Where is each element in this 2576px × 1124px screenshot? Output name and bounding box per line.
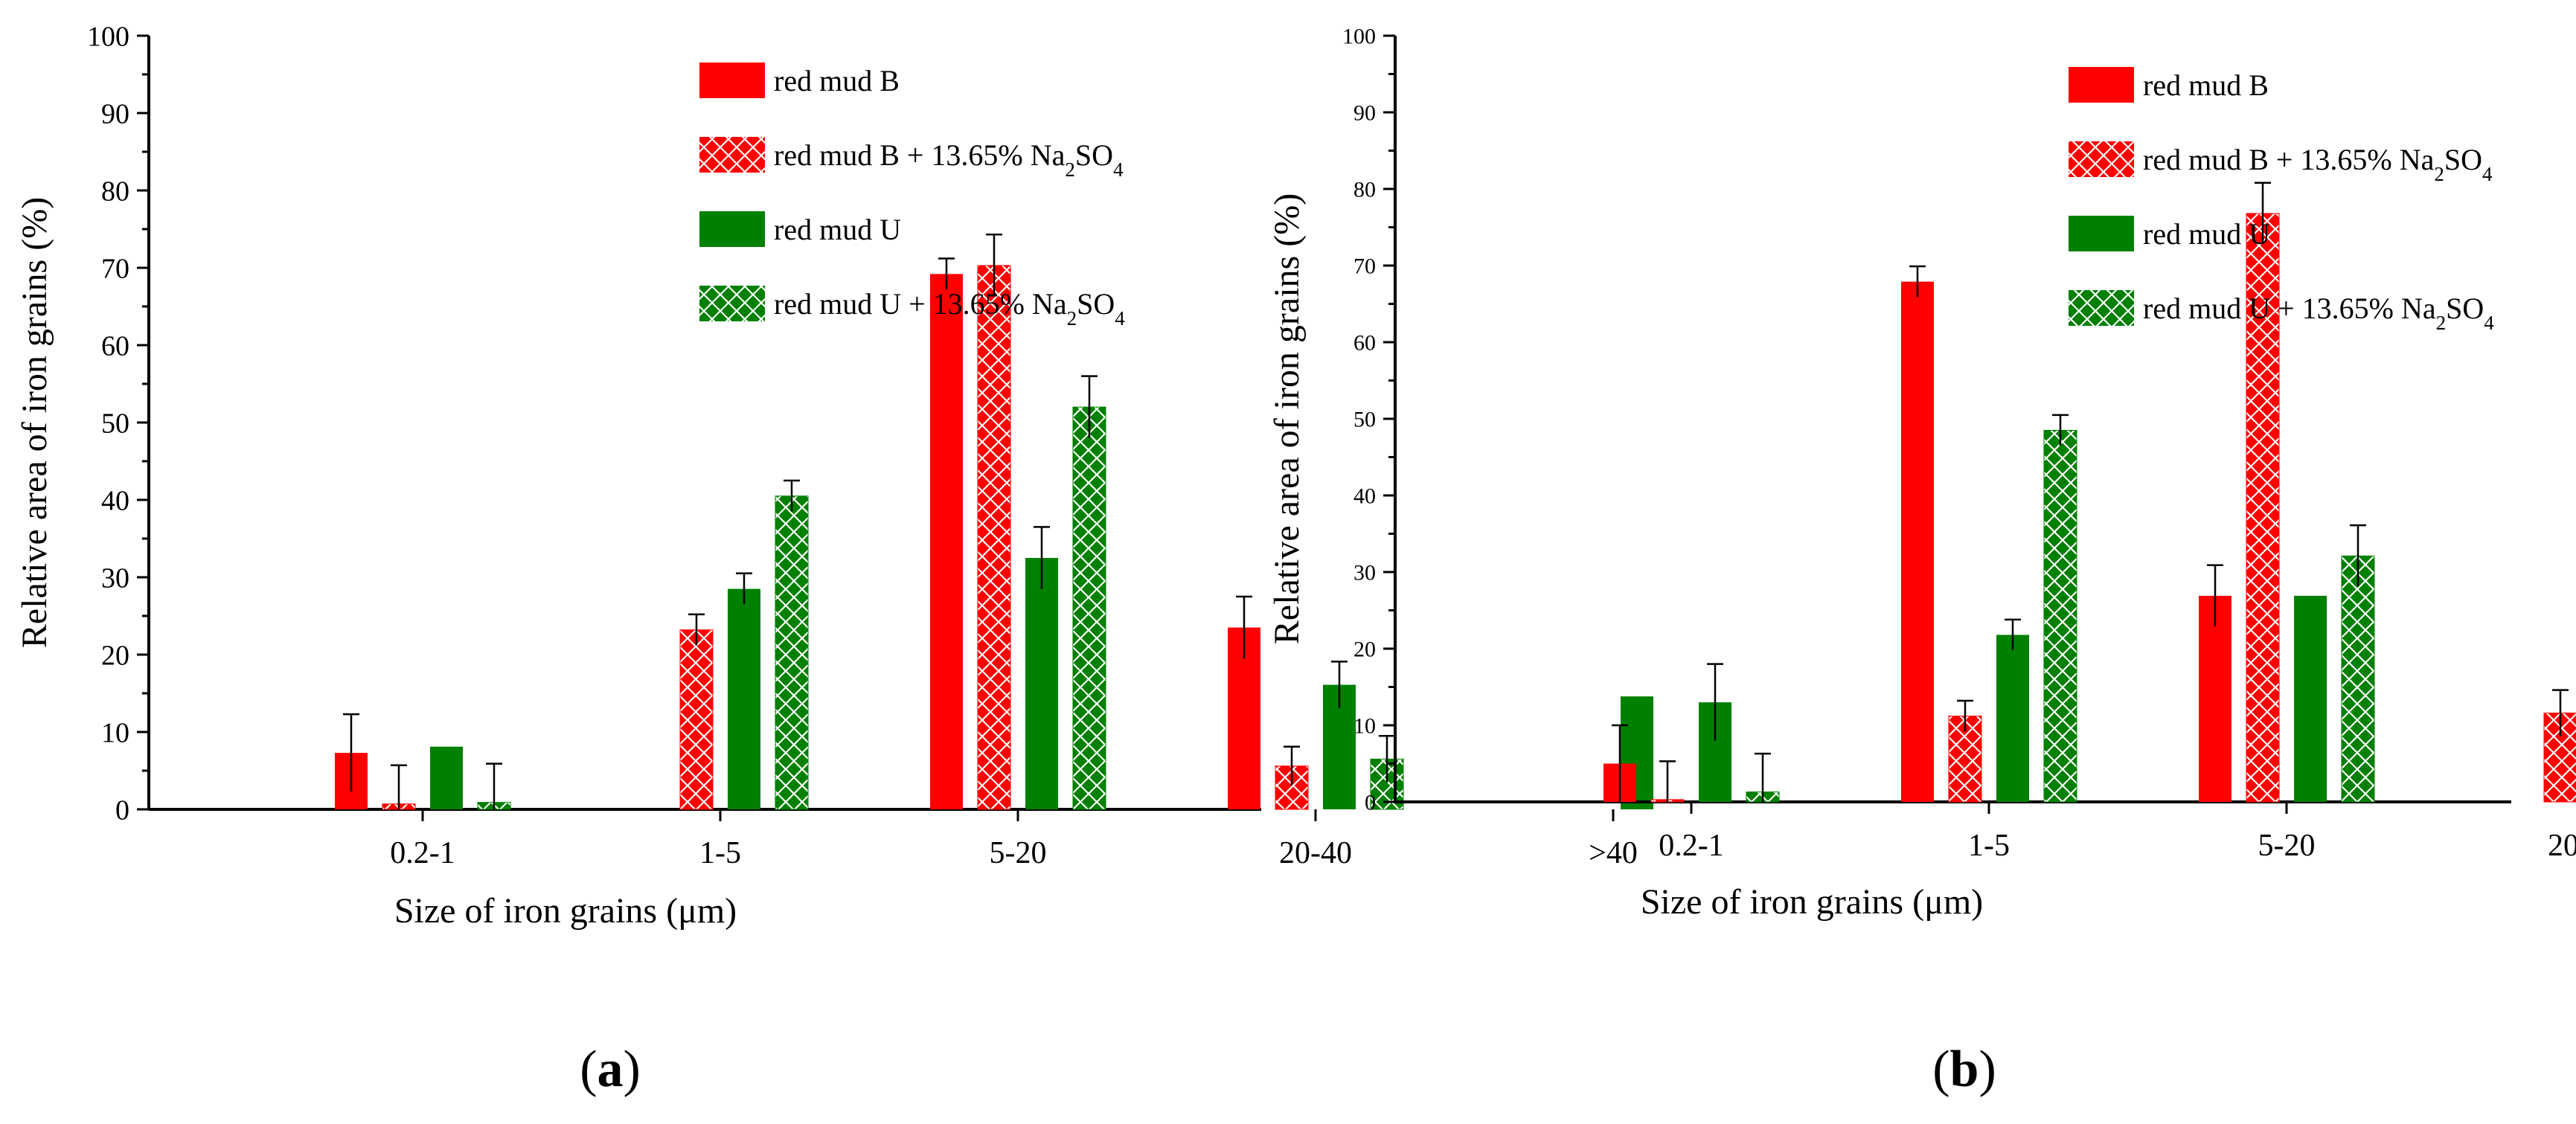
bar (1996, 635, 2029, 802)
x-tick-label: 20-40 (2548, 829, 2576, 863)
bar (2043, 429, 2077, 803)
bar (679, 629, 714, 810)
legend-swatch (2069, 216, 2134, 251)
legend-swatch (699, 211, 765, 247)
x-axis-title: Size of iron grains (μm) (394, 891, 737, 931)
legend-label: red mud U + 13.65% Na2SO4 (2143, 292, 2494, 334)
bar (930, 274, 963, 809)
x-tick-label: 0.2-1 (1659, 829, 1724, 863)
y-tick-label: 70 (101, 253, 129, 284)
x-tick-label: 1-5 (699, 836, 741, 870)
bar (2199, 595, 2231, 802)
legend-swatch (2069, 67, 2134, 103)
y-tick-label: 60 (1353, 331, 1376, 356)
legend-swatch (699, 137, 765, 173)
bar (728, 588, 760, 809)
y-tick-label: 70 (1353, 254, 1376, 279)
y-tick-label: 20 (101, 640, 129, 671)
x-tick-label: >40 (1589, 836, 1638, 870)
y-tick-label: 100 (87, 21, 129, 52)
y-tick-label: 60 (101, 330, 129, 362)
y-tick-label: 10 (1353, 714, 1376, 739)
y-tick-label: 40 (1353, 484, 1376, 509)
legend-label: red mud U (774, 213, 901, 246)
y-tick-label: 50 (1353, 408, 1376, 432)
y-tick-label: 10 (101, 717, 129, 748)
legend-swatch (2069, 141, 2134, 177)
legend-label: red mud B + 13.65% Na2SO4 (2143, 143, 2493, 185)
y-tick-label: 80 (101, 176, 129, 207)
bar (430, 746, 463, 809)
x-tick-label: 0.2-1 (390, 836, 455, 870)
x-tick-label: 5-20 (990, 836, 1047, 870)
y-tick-label: 30 (1353, 561, 1376, 585)
bar (775, 495, 809, 810)
legend-label: red mud B (2143, 68, 2269, 102)
legend-swatch (699, 286, 765, 321)
x-tick-label: 20-40 (1279, 836, 1352, 870)
y-axis-title: Relative area of iron grains (%) (15, 197, 54, 648)
legend-swatch (699, 62, 765, 98)
bar (977, 265, 1011, 810)
y-tick-label: 40 (101, 485, 129, 516)
bar (2246, 213, 2280, 803)
y-tick-label: 90 (101, 98, 129, 129)
panel-label: (b) (1932, 1041, 1996, 1098)
legend-label: red mud B (774, 64, 900, 97)
y-tick-label: 20 (1353, 638, 1376, 662)
y-tick-label: 0 (115, 794, 129, 826)
chart-panel-b: 0 10 20 30 40 50 60 70 80 90 100 0.2-1 1-5 5-20 20-40 >… (1267, 25, 2576, 1098)
legend-label: red mud B + 13.65% Na2SO4 (774, 138, 1124, 181)
y-axis-title: Relative area of iron grains (%) (1267, 193, 1307, 644)
legend-label: red mud U (2143, 217, 2270, 251)
legend-label: red mud U + 13.65% Na2SO4 (774, 287, 1125, 330)
x-axis-title: Size of iron grains (μm) (1641, 882, 1983, 922)
panel-label: (a) (580, 1041, 641, 1098)
bar (1901, 281, 1934, 802)
bar (2294, 595, 2327, 802)
x-tick-label: 1-5 (1968, 829, 2010, 863)
y-tick-label: 90 (1353, 101, 1376, 126)
x-tick-label: 5-20 (2258, 829, 2316, 863)
bar (2341, 555, 2375, 803)
y-tick-label: 50 (101, 408, 129, 439)
legend-swatch (2069, 290, 2134, 326)
y-tick-label: 100 (1342, 25, 1376, 49)
y-tick-label: 30 (101, 562, 129, 594)
y-tick-label: 80 (1353, 178, 1376, 202)
y-tick-label: 0 (1365, 791, 1376, 815)
bar (1025, 558, 1058, 809)
bar (1072, 406, 1106, 810)
